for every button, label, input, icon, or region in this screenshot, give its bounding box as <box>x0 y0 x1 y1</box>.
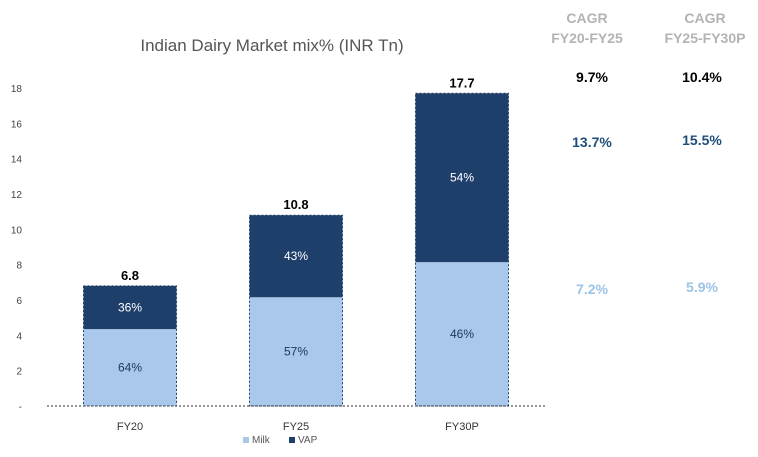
data-label-milk: 64% <box>118 361 142 375</box>
cagr-header-fy20-fy25: CAGR FY20-FY25 <box>527 8 647 48</box>
legend: Milk VAP <box>243 435 318 446</box>
bar-outline <box>83 285 177 407</box>
data-label-vap: 54% <box>450 171 474 185</box>
cagr-vap-fy20-fy25: 13.7% <box>572 134 612 150</box>
bar-segment-milk <box>415 262 509 406</box>
bar-segment-vap <box>249 215 343 298</box>
bar-outline <box>249 214 343 407</box>
x-tick-label: FY25 <box>283 421 309 433</box>
data-label-milk: 46% <box>450 327 474 341</box>
data-label-vap: 43% <box>284 249 308 263</box>
x-tick-label: FY20 <box>117 421 143 433</box>
x-axis: FY20 FY25 FY30P <box>47 405 545 433</box>
total-label: 10.8 <box>283 197 308 212</box>
legend-label-vap: VAP <box>298 435 318 446</box>
cagr-header-line1: CAGR <box>684 10 726 26</box>
y-tick-label: 8 <box>16 261 22 272</box>
cagr-total-fy25-fy30p: 10.4% <box>682 69 722 85</box>
y-tick-label: 12 <box>11 190 23 201</box>
legend-swatch-milk <box>243 437 249 443</box>
y-tick-label: 16 <box>11 119 23 130</box>
total-label: 17.7 <box>449 75 474 90</box>
cagr-header-line2: FY20-FY25 <box>551 30 623 46</box>
chart-title: Indian Dairy Market mix% (INR Tn) <box>140 36 403 55</box>
bar-segment-milk <box>249 297 343 406</box>
y-tick-label: 4 <box>16 331 22 342</box>
bar-outline <box>415 92 509 407</box>
cagr-milk-fy20-fy25: 7.2% <box>576 281 608 297</box>
y-tick-label: 2 <box>16 367 22 378</box>
cagr-total-fy20-fy25: 9.7% <box>576 69 608 85</box>
cagr-header-line1: CAGR <box>566 10 608 26</box>
data-label-vap: 36% <box>118 300 142 314</box>
cagr-header-fy25-fy30p: CAGR FY25-FY30P <box>645 8 758 48</box>
x-tick-label: FY30P <box>445 421 479 433</box>
data-label-milk: 57% <box>284 345 308 359</box>
y-tick-label: 6 <box>16 296 22 307</box>
bars: 64% 36% 6.8 57% 43% 10.8 46% 54% 17.7 <box>83 75 509 407</box>
legend-label-milk: Milk <box>252 435 271 446</box>
total-label: 6.8 <box>121 268 139 283</box>
y-tick-label: 18 <box>11 84 23 95</box>
legend-swatch-vap <box>289 437 295 443</box>
y-tick-label: 14 <box>11 155 23 166</box>
bar-segment-vap <box>415 93 509 263</box>
bar-segment-milk <box>83 329 177 406</box>
y-tick-label: 10 <box>11 225 23 236</box>
y-axis: - 2 4 6 8 10 12 14 16 18 <box>11 84 23 413</box>
y-tick-label: - <box>19 402 22 413</box>
cagr-vap-fy25-fy30p: 15.5% <box>682 132 722 148</box>
cagr-milk-fy25-fy30p: 5.9% <box>686 279 718 295</box>
cagr-header-line2: FY25-FY30P <box>664 30 746 46</box>
bar-segment-vap <box>83 285 177 330</box>
